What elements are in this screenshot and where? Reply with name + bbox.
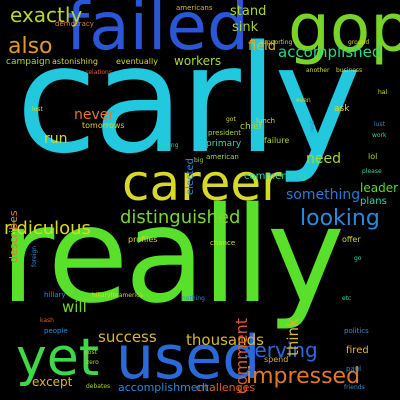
word-plans: plans <box>360 196 387 207</box>
word-supporting: supporting <box>260 39 293 46</box>
word-people: people <box>44 327 68 335</box>
word-work: work <box>372 132 387 139</box>
word-also: also <box>8 34 53 59</box>
word-exactly: exactly <box>10 3 83 27</box>
word-got: got <box>226 116 236 123</box>
word-lust: lust <box>374 121 385 128</box>
word-politics: politics <box>344 327 369 335</box>
word-sink: sink <box>232 20 259 35</box>
word-accomplishment: accomplishment <box>118 381 209 394</box>
word-lost: lost <box>32 106 43 113</box>
word-paul: paul <box>346 365 362 373</box>
word-lol: lol <box>368 152 378 161</box>
word-tomorrows: tomorrows <box>82 121 125 130</box>
word-post: post <box>84 349 97 356</box>
word-hillaryforamerica: hillaryforamerica <box>92 292 144 299</box>
word-ridiculous: ridiculous <box>4 218 91 239</box>
word-hal: hal <box>378 89 388 96</box>
word-business: business <box>336 67 363 74</box>
word-president: president <box>208 129 241 137</box>
word-debates: debates <box>86 383 111 390</box>
word-leader: leader <box>360 181 399 195</box>
word-nothing: nothing <box>182 295 205 302</box>
word-profiles: profiles <box>128 235 158 244</box>
word-challenges: challenges <box>196 381 256 394</box>
word-zero: zero <box>86 359 99 366</box>
word-really: really <box>0 179 345 333</box>
word-will: will <box>62 298 87 316</box>
word-please: please <box>362 168 382 175</box>
word-friends: friends <box>344 384 365 391</box>
word-etc: etc <box>342 295 352 302</box>
word-wrong: wrong <box>160 142 179 149</box>
word-carly: carly <box>16 14 362 186</box>
word-eventually: eventually <box>116 57 158 66</box>
word-chance: chance <box>210 239 236 247</box>
word-used: used <box>116 323 261 393</box>
word-relations: relations <box>86 69 112 76</box>
word-serving: serving <box>244 338 318 362</box>
word-chief: chief <box>240 122 262 132</box>
word-run: run <box>44 131 68 147</box>
word-success: success <box>98 328 157 346</box>
word-campaign: campaign <box>6 57 51 67</box>
word-thousands: thousands <box>186 331 264 349</box>
word-comment: comment <box>232 317 251 394</box>
word-yet: yet <box>16 328 100 388</box>
word-failed: failed <box>66 0 249 65</box>
word-rest: rest <box>309 120 316 132</box>
word-accomplished: accomplished <box>278 43 382 61</box>
word-stand: stand <box>230 4 267 19</box>
word-primary: primary <box>206 139 242 149</box>
word-workers: workers <box>174 54 222 68</box>
word-never: never <box>74 107 115 123</box>
word-americans: americans <box>176 4 213 12</box>
word-ask: ask <box>334 104 350 114</box>
word-foreign: foreign <box>31 245 38 267</box>
word-democracy: democracy <box>55 20 94 28</box>
word-gop: gop <box>288 0 400 67</box>
word-another: another <box>306 67 330 74</box>
word-hillary: hillary <box>44 291 66 299</box>
word-something: something <box>286 187 361 203</box>
word-think: think <box>284 318 302 356</box>
word-failure: failure <box>264 136 290 145</box>
word-even: even <box>296 97 311 104</box>
word-describes: describes <box>7 210 20 263</box>
word-american: american <box>206 153 239 161</box>
word-need: need <box>306 151 341 167</box>
word-ground: ground <box>348 39 370 46</box>
word-kash: kash <box>40 317 54 324</box>
word-commenting: commenting <box>244 171 307 182</box>
word-astonishing: astonishing <box>52 57 99 66</box>
word-except: except <box>32 375 73 389</box>
word-big: big <box>194 157 204 164</box>
word-fired: fired <box>346 345 369 356</box>
word-career: career <box>122 154 282 212</box>
word-go: go <box>354 255 362 262</box>
word-offer: offer <box>342 235 361 244</box>
word-elected: elected <box>185 157 196 195</box>
word-lunch: lunch <box>256 117 276 125</box>
word-spend: spend <box>264 355 289 364</box>
word-field: field <box>248 39 277 54</box>
word-looking: looking <box>300 206 380 231</box>
word-distinguished: distinguished <box>120 207 241 228</box>
word-impressed: impressed <box>246 364 361 389</box>
